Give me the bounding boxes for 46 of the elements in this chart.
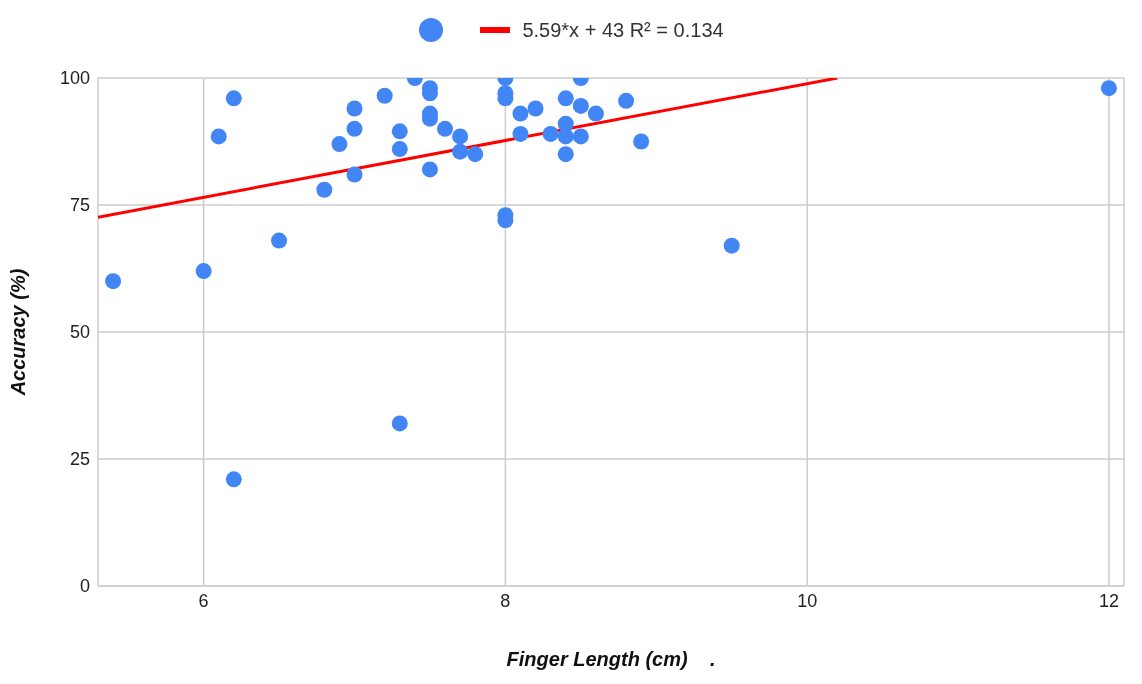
point: [225, 90, 242, 107]
point: [346, 100, 363, 117]
point: [557, 90, 574, 107]
point: [452, 128, 469, 145]
point: [467, 146, 484, 163]
point: [512, 125, 529, 142]
y-tick-label: 75: [69, 195, 90, 216]
point: [391, 123, 408, 140]
point: [316, 181, 333, 198]
point: [421, 161, 438, 178]
y-tick-label: 0: [79, 576, 90, 597]
point: [527, 100, 544, 117]
point: [557, 128, 574, 145]
point: [437, 120, 454, 137]
point: [587, 105, 604, 122]
point: [210, 128, 227, 145]
point: [512, 105, 529, 122]
y-tick-label: 100: [59, 68, 90, 89]
y-tick-label: 25: [69, 449, 90, 470]
point: [723, 237, 740, 254]
point: [557, 146, 574, 163]
point: [1100, 80, 1117, 97]
y-tick-label: 50: [69, 322, 90, 343]
point: [391, 141, 408, 158]
x-tick-label: 6: [198, 590, 209, 611]
x-tick-label: 8: [500, 590, 511, 611]
point: [346, 166, 363, 183]
point: [105, 273, 122, 290]
x-tick-label: 12: [1098, 590, 1119, 611]
point: [376, 87, 393, 104]
point: [572, 97, 589, 114]
point: [633, 133, 650, 150]
point: [452, 143, 469, 160]
legend-label: 5.59*x + 43 R² = 0.134: [522, 18, 724, 42]
x-axis-title: Finger Length (cm) .: [506, 648, 716, 670]
point: [331, 136, 348, 153]
point: [542, 125, 559, 142]
point: [346, 120, 363, 137]
y-axis-title: Accuracy (%): [7, 268, 30, 397]
point: [271, 232, 288, 249]
point: [225, 471, 242, 488]
point: [195, 263, 212, 280]
x-tick-label: 10: [797, 590, 818, 611]
point: [618, 92, 635, 109]
point: [572, 128, 589, 145]
point: [391, 415, 408, 432]
